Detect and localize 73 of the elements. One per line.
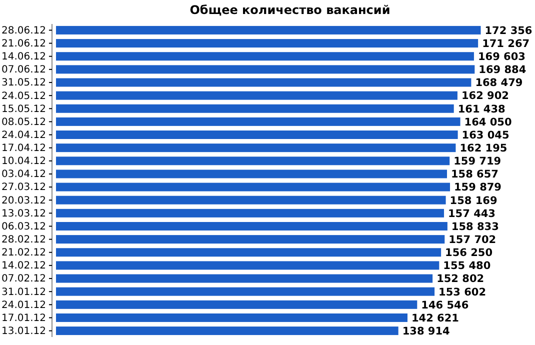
- y-tick-label: 13.03.12: [1, 208, 46, 220]
- bar: [56, 235, 445, 244]
- bar: [56, 144, 456, 152]
- y-tick-label: 28.02.12: [1, 234, 46, 246]
- chart-title: Общее количество вакансий: [190, 3, 390, 17]
- y-tick-label: 21.02.12: [1, 248, 46, 259]
- data-label: 159 719: [454, 156, 502, 168]
- bar: [56, 313, 408, 322]
- y-tick-label: 28.06.12: [1, 25, 46, 36]
- data-label: 158 833: [451, 220, 499, 233]
- bar: [56, 130, 458, 140]
- bar: [56, 78, 472, 87]
- y-tick-label: 14.02.12: [1, 260, 46, 272]
- data-label: 161 438: [458, 103, 506, 116]
- data-label: 169 603: [478, 51, 526, 64]
- data-label: 146 546: [421, 299, 469, 312]
- data-label: 157 443: [448, 208, 496, 220]
- bar: [56, 274, 433, 283]
- bar: [56, 52, 474, 61]
- y-tick-label: 03.04.12: [1, 169, 46, 180]
- data-label: 157 702: [448, 234, 496, 246]
- y-tick-label: 24.05.12: [1, 90, 46, 102]
- bar: [56, 170, 447, 178]
- data-label: 155 480: [443, 260, 491, 272]
- bar: [56, 248, 442, 257]
- data-label: 171 267: [482, 38, 530, 50]
- y-tick-label: 21.06.12: [1, 38, 46, 50]
- data-label: 142 621: [411, 312, 459, 324]
- data-label: 158 169: [450, 194, 498, 207]
- bar: [56, 326, 398, 336]
- data-label: 162 195: [460, 142, 508, 155]
- data-label: 138 914: [402, 325, 450, 338]
- data-label: 162 902: [461, 90, 509, 102]
- data-label: 156 250: [445, 247, 493, 260]
- y-tick-label: 20.03.12: [1, 195, 46, 206]
- bar: [56, 104, 454, 113]
- y-tick-label: 17.04.12: [1, 143, 46, 154]
- y-tick-label: 24.01.12: [1, 300, 46, 311]
- bar: [56, 182, 450, 192]
- y-tick-label: 07.06.12: [1, 64, 46, 76]
- data-label: 159 879: [454, 182, 502, 194]
- y-tick-label: 24.04.12: [1, 130, 46, 141]
- bar: [56, 222, 448, 230]
- data-label: 158 657: [450, 168, 498, 181]
- y-tick-label: 13.01.12: [1, 326, 46, 337]
- bar: [56, 261, 440, 270]
- y-tick-label: 08.05.12: [1, 116, 46, 128]
- y-tick-label: 14.06.12: [1, 52, 46, 63]
- bar: [56, 91, 458, 100]
- bar: [56, 287, 435, 296]
- y-tick-label: 07.02.12: [1, 274, 46, 285]
- y-tick-label: 31.01.12: [1, 286, 46, 298]
- data-label: 163 045: [462, 129, 510, 142]
- bar: [56, 208, 444, 218]
- data-label: 153 602: [438, 286, 486, 298]
- bar: [56, 196, 446, 204]
- bar: [56, 300, 418, 309]
- y-tick-label: 27.03.12: [1, 182, 46, 194]
- y-tick-label: 06.03.12: [1, 221, 46, 232]
- y-tick-label: 17.01.12: [1, 312, 46, 324]
- bar: [56, 26, 481, 34]
- bar: [56, 65, 475, 74]
- data-label: 152 802: [436, 273, 484, 286]
- data-label: 169 884: [478, 64, 526, 76]
- y-tick-label: 31.05.12: [1, 78, 46, 89]
- data-label: 168 479: [475, 77, 523, 90]
- y-tick-label: 10.04.12: [1, 156, 46, 168]
- data-label: 164 050: [464, 116, 512, 128]
- bar: [56, 39, 478, 48]
- y-tick-label: 15.05.12: [1, 104, 46, 115]
- data-label: 172 356: [484, 24, 532, 37]
- bar: [56, 117, 460, 126]
- bar: [56, 156, 450, 166]
